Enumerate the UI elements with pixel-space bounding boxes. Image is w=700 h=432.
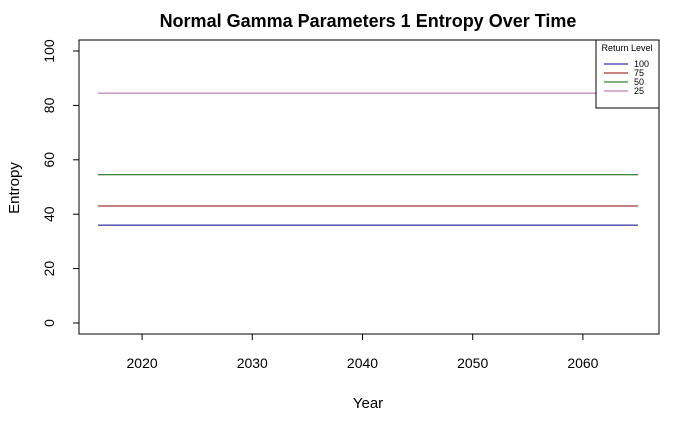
- y-tick-label-60: 60: [41, 152, 57, 168]
- y-tick-label-100: 100: [41, 39, 57, 63]
- legend-box: [595, 39, 660, 109]
- legend-label-25: 25: [634, 86, 644, 96]
- plot-frame: [78, 39, 660, 335]
- y-tick-label-0: 0: [41, 319, 57, 327]
- x-tick-label-2050: 2050: [457, 355, 488, 371]
- y-tick-label-80: 80: [41, 97, 57, 113]
- legend-label-50: 50: [634, 77, 644, 87]
- x-tick-label-2060: 2060: [567, 355, 598, 371]
- y-tick-label-20: 20: [41, 261, 57, 277]
- y-axis-label: Entropy: [6, 162, 23, 214]
- x-axis: 2020 2030 2040 2050 2060: [127, 334, 599, 371]
- chart-title: Normal Gamma Parameters 1 Entropy Over T…: [160, 11, 577, 31]
- x-tick-label-2020: 2020: [127, 355, 158, 371]
- x-axis-label: Year: [353, 395, 383, 412]
- series-layer: [98, 92, 638, 226]
- x-tick-label-2040: 2040: [347, 355, 378, 371]
- legend-label-75: 75: [634, 68, 644, 78]
- y-tick-label-40: 40: [41, 206, 57, 222]
- y-axis: 0 20 40 60 80 100: [41, 39, 79, 327]
- x-tick-label-2030: 2030: [237, 355, 268, 371]
- legend-title: Return Level: [601, 43, 652, 53]
- legend-label-100: 100: [634, 59, 649, 69]
